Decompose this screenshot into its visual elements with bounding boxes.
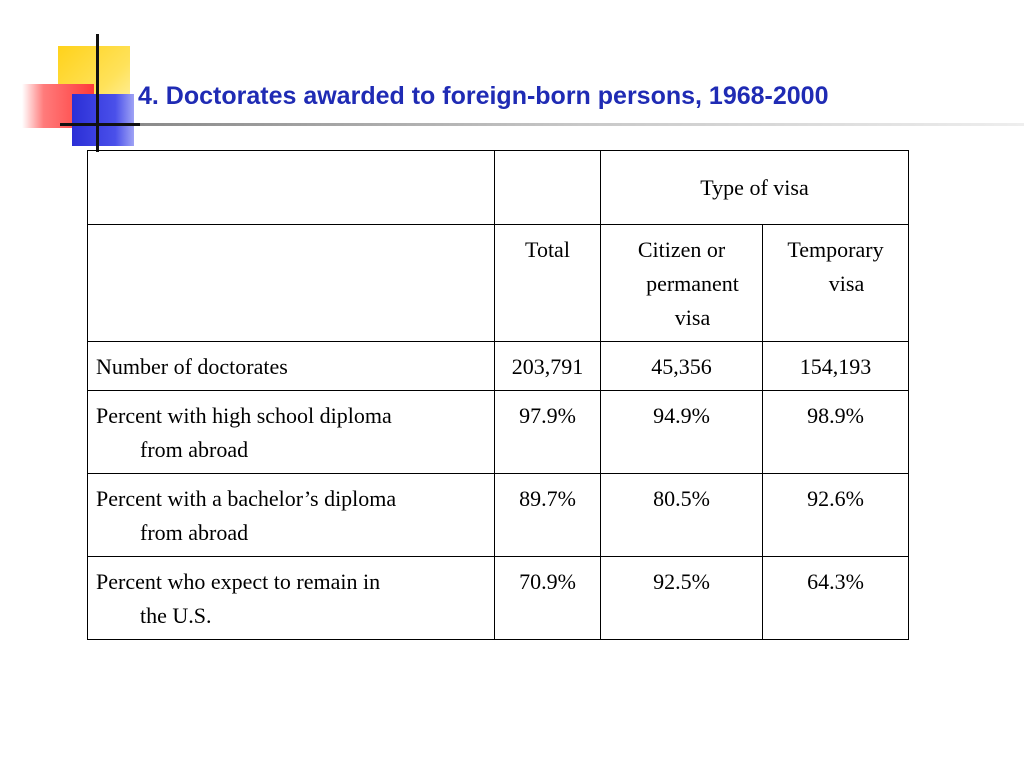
- temporary-cell: 154,193: [762, 341, 909, 391]
- table-header-row-columns: Total Citizen or permanent visa Temporar…: [87, 224, 909, 342]
- citizen-header-line2: permanent: [646, 271, 739, 296]
- temporary-cell: 98.9%: [762, 390, 909, 474]
- row-label: Percent with high school diploma from ab…: [87, 390, 495, 474]
- vertical-line-decoration: [96, 34, 99, 152]
- temporary-column-header: Temporary visa: [762, 224, 909, 342]
- citizen-cell: 45,356: [600, 341, 763, 391]
- table-row: Number of doctorates 203,791 45,356 154,…: [87, 341, 909, 391]
- visa-type-header: Type of visa: [600, 150, 909, 225]
- citizen-header-line3: visa: [674, 305, 711, 330]
- citizen-cell: 80.5%: [600, 473, 763, 557]
- total-cell: 89.7%: [494, 473, 601, 557]
- horizontal-line-decoration: [60, 123, 144, 126]
- table-row: Percent who expect to remain in the U.S.…: [87, 556, 909, 640]
- citizen-cell: 94.9%: [600, 390, 763, 474]
- table-row: Percent with a bachelor’s diploma from a…: [87, 473, 909, 557]
- total-cell: 70.9%: [494, 556, 601, 640]
- citizen-header-line1: Citizen or: [637, 237, 726, 262]
- temporary-cell: 64.3%: [762, 556, 909, 640]
- title-underline-rule: [140, 123, 1024, 126]
- row-label: Percent who expect to remain in the U.S.: [87, 556, 495, 640]
- total-column-header: Total: [494, 224, 601, 342]
- row-label-line2: from abroad: [140, 520, 249, 545]
- slide-decoration: [0, 0, 1024, 160]
- empty-header-cell: [494, 150, 601, 225]
- empty-header-cell: [87, 224, 495, 342]
- empty-header-cell: [87, 150, 495, 225]
- row-label-line1: Percent who expect to remain in: [96, 569, 381, 594]
- total-cell: 97.9%: [494, 390, 601, 474]
- total-cell: 203,791: [494, 341, 601, 391]
- row-label: Percent with a bachelor’s diploma from a…: [87, 473, 495, 557]
- row-label-line2: from abroad: [140, 437, 249, 462]
- temporary-header-line2: visa: [828, 271, 865, 296]
- citizen-cell: 92.5%: [600, 556, 763, 640]
- row-label-line1: Number of doctorates: [96, 354, 288, 379]
- temporary-cell: 92.6%: [762, 473, 909, 557]
- row-label-line2: the U.S.: [140, 603, 212, 628]
- table-row: Percent with high school diploma from ab…: [87, 390, 909, 474]
- doctorates-table: Type of visa Total Citizen or permanent …: [87, 150, 909, 640]
- row-label-line1: Percent with a bachelor’s diploma: [96, 486, 397, 511]
- temporary-header-line1: Temporary: [787, 237, 884, 262]
- table-header-row-group: Type of visa: [87, 150, 909, 225]
- row-label-line1: Percent with high school diploma: [96, 403, 392, 428]
- citizen-column-header: Citizen or permanent visa: [600, 224, 763, 342]
- row-label: Number of doctorates: [87, 341, 495, 391]
- blue-square-decoration: [72, 94, 134, 146]
- slide-title: 4. Doctorates awarded to foreign-born pe…: [138, 82, 829, 110]
